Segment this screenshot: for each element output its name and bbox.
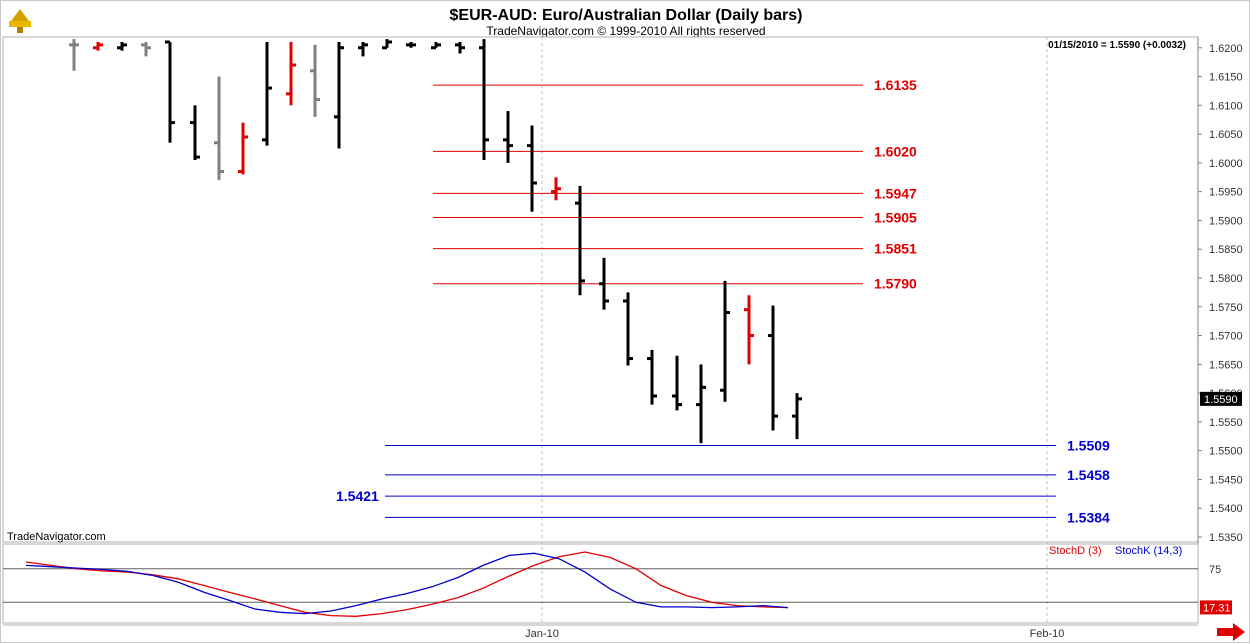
main-grid (2, 36, 1199, 623)
support-label: 1.5421 (336, 488, 379, 504)
levels-layer: 1.6135 1.6020 1.5947 1.5905 1.5851 1.5790 1.55… (336, 77, 1110, 525)
resistance-label: 1.5905 (874, 210, 917, 226)
ohlc-bar (69, 39, 79, 71)
resistance-label: 1.5851 (874, 241, 917, 257)
stoch-k-line (25, 552, 789, 615)
ohlc-bar (286, 42, 296, 106)
ohlc-bar (696, 364, 706, 444)
ohlc-bar (334, 42, 344, 149)
price-tick-label: 1.5350 (1209, 532, 1243, 544)
price-tick-label: 1.5700 (1209, 331, 1243, 343)
watermark-label: TradeNavigator.com (7, 531, 106, 543)
support-label: 1.5458 (1067, 467, 1110, 483)
stoch-k-legend: StochK (14,3) (1115, 545, 1182, 557)
price-tick-label: 1.6150 (1209, 72, 1243, 84)
current-price-box (1200, 391, 1242, 406)
ohlc-bar (358, 42, 368, 57)
scroll-right-arrow-icon[interactable] (1217, 623, 1245, 641)
price-tick-label: 1.6200 (1209, 43, 1243, 55)
ohlc-bar (214, 76, 224, 181)
ohlc-bar (792, 393, 802, 440)
price-tick-label: 1.5750 (1209, 302, 1243, 314)
resistance-label: 1.6135 (874, 77, 917, 93)
ohlc-bar (503, 111, 513, 163)
bars-layer (69, 39, 802, 444)
x-axis-label: Jan-10 (525, 628, 559, 640)
ohlc-bar (672, 355, 682, 411)
price-tick-label: 1.6050 (1209, 129, 1243, 141)
ohlc-bar (165, 40, 175, 143)
ohlc-bar (262, 42, 272, 146)
ohlc-bar (720, 280, 730, 402)
support-label: 1.5509 (1067, 437, 1110, 453)
resistance-label: 1.5790 (874, 276, 917, 292)
chart-copyright: TradeNavigator.com © 1999-2010 All right… (486, 24, 765, 38)
ohlc-bar (117, 42, 127, 51)
ohlc-bar (527, 125, 537, 212)
price-tick-label: 1.6100 (1209, 100, 1243, 112)
chart-title: $EUR-AUD: Euro/Australian Dollar (Daily … (450, 7, 803, 24)
ohlc-bar (479, 39, 489, 160)
ohlc-bar (455, 42, 465, 54)
ohlc-bar (238, 122, 248, 175)
ohlc-bar (93, 42, 103, 51)
ohlc-bar (310, 44, 320, 117)
stoch-value-box (1200, 600, 1232, 615)
price-tick-label: 1.5500 (1209, 446, 1243, 458)
price-tick-label: 1.5900 (1209, 215, 1243, 227)
price-tick-label: 1.5800 (1209, 273, 1243, 285)
price-tick-label: 1.5550 (1209, 417, 1243, 429)
ohlc-bar (744, 295, 754, 365)
stoch-frame (2, 543, 1199, 624)
stoch-level-label: 75 (1209, 564, 1221, 576)
x-axis-label: Feb-10 (1030, 628, 1065, 640)
ohlc-bar (623, 292, 633, 366)
main-plot-frame (2, 36, 1199, 543)
support-label: 1.5384 (1067, 509, 1110, 525)
price-tick-label: 1.5850 (1209, 244, 1243, 256)
stoch-d-legend: StochD (3) (1049, 545, 1102, 557)
ohlc-bar (647, 349, 657, 405)
ohlc-bar (406, 42, 416, 48)
resistance-label: 1.5947 (874, 185, 917, 201)
ohlc-bar (431, 42, 441, 50)
ohlc-bar (768, 305, 778, 431)
ohlc-bar (599, 257, 609, 310)
last-value-readout: 01/15/2010 = 1.5590 (+0.0032) (1048, 40, 1186, 51)
current-price-label: 1.5590 (1204, 394, 1238, 406)
price-tick-label: 1.5650 (1209, 359, 1243, 371)
resistance-label: 1.6020 (874, 143, 917, 159)
logo-icon[interactable] (5, 5, 35, 35)
price-axis: 1.6200 1.6150 1.6100 1.6050 1.6000 1.5950 1.59… (1198, 43, 1243, 544)
price-tick-label: 1.5400 (1209, 503, 1243, 515)
x-axis: Jan-10 Feb-10 (3, 624, 1198, 640)
ohlc-bar (575, 185, 585, 296)
stochastic-panel: 75 StochD (3) StochK (14,3) 17.31 (2, 543, 1232, 624)
price-tick-label: 1.5950 (1209, 187, 1243, 199)
stoch-d-line (25, 551, 789, 617)
price-tick-label: 1.6000 (1209, 158, 1243, 170)
ohlc-bar (141, 42, 151, 57)
ohlc-bar (551, 177, 561, 201)
stoch-value-label: 17.31 (1203, 602, 1231, 614)
ohlc-bar (190, 105, 200, 160)
ohlc-bar (382, 39, 392, 50)
price-tick-label: 1.5450 (1209, 474, 1243, 486)
